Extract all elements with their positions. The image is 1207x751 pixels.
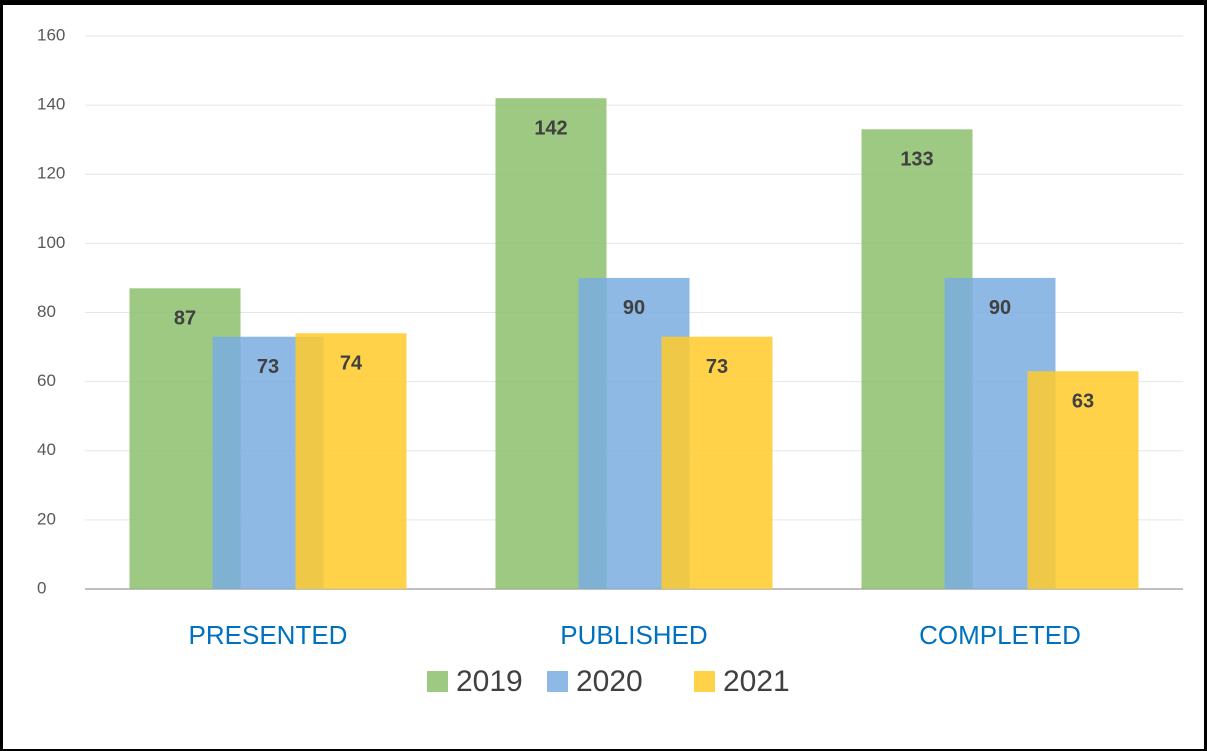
- bar: [1027, 371, 1139, 589]
- data-label: 73: [257, 356, 279, 378]
- legend-swatch: [427, 671, 448, 692]
- y-tick-label: 0: [37, 578, 46, 597]
- data-label: 87: [174, 308, 196, 330]
- legend-label: 2021: [723, 665, 790, 698]
- data-label: 73: [706, 356, 728, 378]
- data-label: 142: [534, 117, 567, 139]
- x-tick-label: PRESENTED: [189, 620, 348, 650]
- data-label: 90: [989, 297, 1011, 319]
- data-label: 133: [900, 149, 933, 171]
- y-tick-label: 140: [37, 95, 65, 114]
- legend-label: 2020: [576, 665, 643, 698]
- data-label: 74: [340, 353, 363, 375]
- legend-label: 2019: [456, 665, 523, 698]
- y-tick-label: 60: [37, 371, 56, 390]
- y-tick-label: 20: [37, 509, 56, 528]
- y-tick-label: 100: [37, 233, 65, 252]
- data-label: 90: [623, 297, 645, 319]
- y-tick-label: 120: [37, 164, 65, 183]
- legend-swatch: [694, 671, 715, 692]
- bar: [661, 336, 773, 589]
- x-tick-label: PUBLISHED: [560, 620, 707, 650]
- x-tick-label: COMPLETED: [919, 620, 1081, 650]
- y-tick-label: 40: [37, 440, 56, 459]
- legend-swatch: [547, 671, 568, 692]
- bar: [295, 333, 407, 589]
- data-label: 63: [1072, 391, 1094, 413]
- y-tick-label: 160: [37, 25, 65, 44]
- y-tick-label: 80: [37, 302, 56, 321]
